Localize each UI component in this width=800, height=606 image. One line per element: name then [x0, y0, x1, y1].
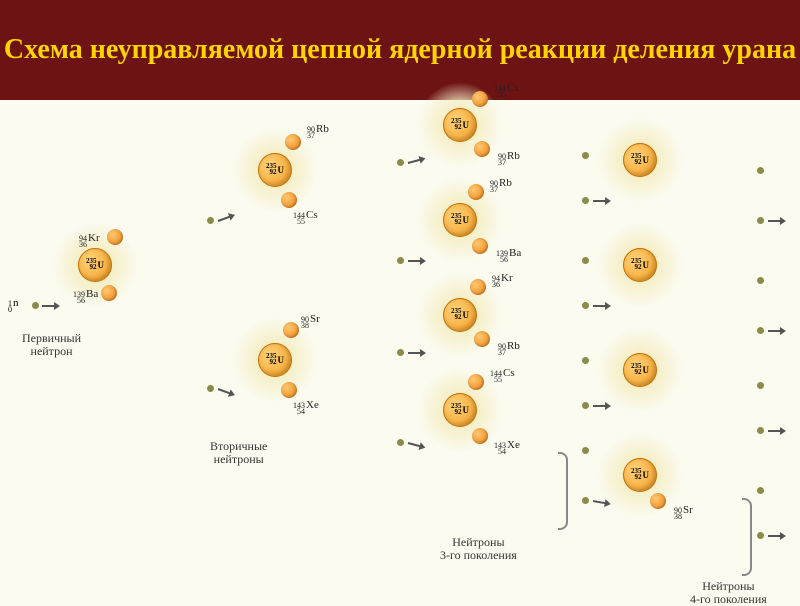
fragment-label: 9038Sr — [674, 505, 693, 521]
uranium-nucleus: 23592U — [623, 353, 657, 387]
fission-fragment — [283, 322, 299, 338]
arrow-icon — [593, 405, 607, 407]
fission-fragment — [472, 91, 488, 107]
arrow-icon — [593, 305, 607, 307]
neutron — [582, 447, 589, 454]
arrow-icon — [593, 200, 607, 202]
neutron — [757, 327, 764, 334]
neutron — [582, 357, 589, 364]
fission-fragment — [468, 374, 484, 390]
fission-fragment — [101, 285, 117, 301]
header: Схема неуправляемой цепной ядерной реакц… — [0, 0, 800, 100]
fragment-label: 9037Rb — [498, 151, 520, 167]
neutron — [757, 382, 764, 389]
uranium-nucleus: 23592U — [623, 248, 657, 282]
fission-fragment — [472, 428, 488, 444]
fragment-label: 14455Cs — [490, 368, 515, 384]
fission-fragment — [285, 134, 301, 150]
neutron — [582, 152, 589, 159]
arrow-icon — [408, 352, 422, 354]
arrow-icon — [42, 305, 56, 307]
neutron — [582, 197, 589, 204]
bracket — [742, 498, 752, 576]
uranium-nucleus: 23592U — [443, 203, 477, 237]
uranium-nucleus: 23592U — [443, 298, 477, 332]
fragment-label: 9037Rb — [490, 178, 512, 194]
caption-gen4: Нейтроны4-го поколения — [690, 580, 767, 606]
uranium-nucleus: 23592U — [623, 458, 657, 492]
neutron — [397, 349, 404, 356]
arrow-icon — [408, 158, 422, 164]
fragment-label: 14455Cs — [494, 83, 519, 99]
fission-fragment — [474, 141, 490, 157]
header-title: Схема неуправляемой цепной ядерной реакц… — [4, 33, 796, 67]
arrow-icon — [408, 442, 422, 448]
arrow-icon — [218, 388, 232, 395]
neutron — [207, 385, 214, 392]
neutron — [397, 159, 404, 166]
neutron — [582, 302, 589, 309]
uranium-nucleus: 23592U — [443, 108, 477, 142]
neutron — [207, 217, 214, 224]
uranium-nucleus: 23592U — [623, 143, 657, 177]
caption-gen3: Нейтроны3-го поколения — [440, 536, 517, 562]
fragment-label: 14455Cs — [293, 210, 318, 226]
fission-fragment — [281, 192, 297, 208]
neutron — [757, 167, 764, 174]
diagram-canvas: 23592U 23592U 23592U 23592U 23592U 23592U 2359… — [0, 100, 800, 600]
neutron — [582, 257, 589, 264]
fragment-label: 9037Rb — [307, 124, 329, 140]
neutron — [397, 439, 404, 446]
primary-neutron-label: 10n — [8, 298, 19, 314]
arrow-icon — [593, 500, 607, 504]
fission-fragment — [468, 184, 484, 200]
fragment-label: 14354Xe — [293, 400, 319, 416]
arrow-icon — [408, 260, 422, 262]
fragment-label: 9436Kr — [492, 273, 513, 289]
neutron — [582, 497, 589, 504]
caption-primary: Первичныйнейтрон — [22, 332, 81, 358]
uranium-nucleus: 23592U — [258, 153, 292, 187]
neutron — [757, 532, 764, 539]
fragment-label: 14354Xe — [494, 440, 520, 456]
fission-fragment — [472, 238, 488, 254]
fission-fragment — [650, 493, 666, 509]
fission-fragment — [470, 279, 486, 295]
arrow-icon — [768, 220, 782, 222]
uranium-nucleus: 23592U — [78, 248, 112, 282]
neutron — [757, 217, 764, 224]
arrow-icon — [768, 430, 782, 432]
fission-fragment — [107, 229, 123, 245]
caption-secondary: Вторичныенейтроны — [210, 440, 267, 466]
arrow-icon — [218, 215, 232, 222]
fission-fragment — [474, 331, 490, 347]
uranium-nucleus: 23592U — [258, 343, 292, 377]
arrow-icon — [768, 535, 782, 537]
fragment-label: 9037Rb — [498, 341, 520, 357]
neutron — [397, 257, 404, 264]
arrow-icon — [768, 330, 782, 332]
fragment-label: 9038Sr — [301, 314, 320, 330]
fragment-label: 13956Ba — [73, 289, 98, 305]
neutron — [757, 427, 764, 434]
neutron — [757, 277, 764, 284]
fragment-label: 9436Kr — [79, 233, 100, 249]
fragment-label: 13956Ba — [496, 248, 521, 264]
neutron — [32, 302, 39, 309]
neutron — [757, 487, 764, 494]
neutron — [582, 402, 589, 409]
fission-fragment — [281, 382, 297, 398]
uranium-nucleus: 23592U — [443, 393, 477, 427]
bracket — [558, 452, 568, 530]
